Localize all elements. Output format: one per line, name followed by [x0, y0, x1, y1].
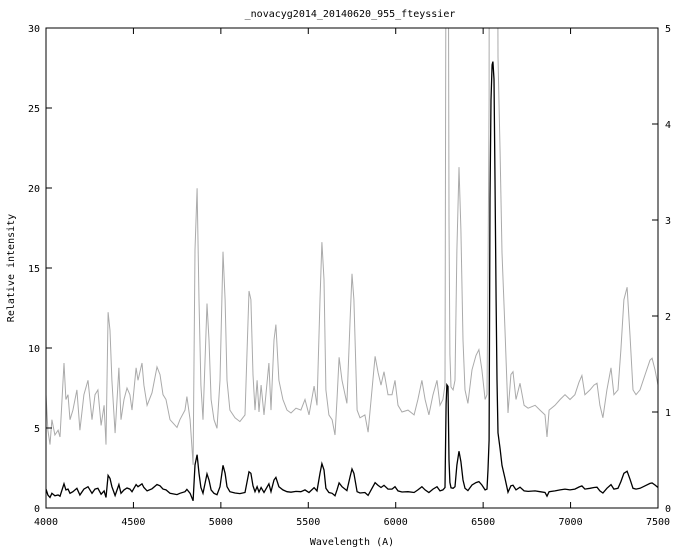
y-right-tick-label: 2: [665, 312, 671, 323]
y-left-tick-label: 20: [28, 184, 40, 195]
y-right-tick-label: 0: [665, 504, 671, 515]
y-right-tick-label: 4: [665, 120, 671, 131]
x-tick-label: 6000: [384, 517, 408, 528]
y-left-tick-label: 15: [28, 264, 40, 275]
y-left-tick-label: 5: [34, 424, 40, 435]
y-left-tick-label: 30: [28, 24, 40, 35]
series-line-left-axis: [46, 61, 658, 502]
series-line-right-axis: [46, 28, 658, 465]
y-right-tick-label: 5: [665, 24, 671, 35]
plot-frame: [45, 27, 659, 509]
x-tick-label: 4500: [121, 517, 145, 528]
y-right-tick-label: 3: [665, 216, 671, 227]
chart-title: _novacyg2014_20140620_955_fteyssier: [245, 9, 456, 20]
y-right-tick-label: 1: [665, 408, 671, 419]
x-tick-label: 7500: [646, 517, 670, 528]
x-tick-label: 7000: [559, 517, 583, 528]
y-axis-label: Relative intensity: [6, 214, 17, 322]
x-axis-label: Wavelength (A): [310, 537, 394, 548]
x-tick-label: 6500: [471, 517, 495, 528]
y-left-tick-label: 10: [28, 344, 40, 355]
x-tick-label: 5000: [209, 517, 233, 528]
y-left-tick-label: 25: [28, 104, 40, 115]
y-left-tick-label: 0: [34, 504, 40, 515]
x-tick-label: 4000: [34, 517, 58, 528]
x-tick-label: 5500: [296, 517, 320, 528]
